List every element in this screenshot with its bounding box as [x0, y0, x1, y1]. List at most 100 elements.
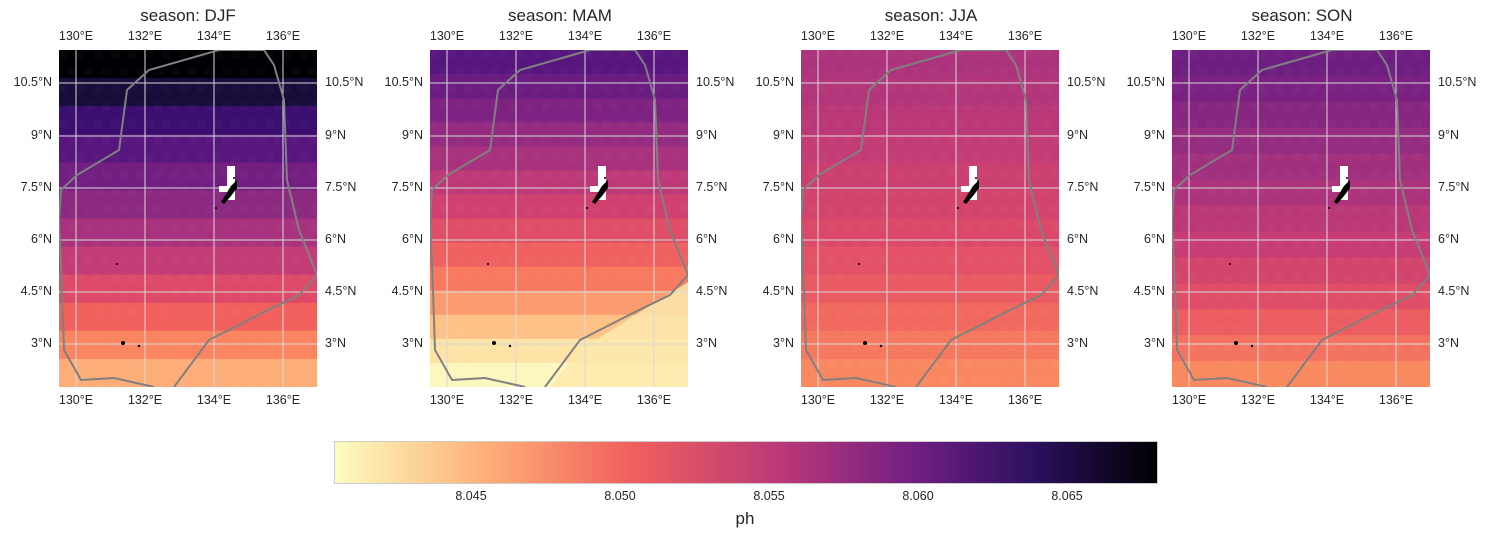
grid-cell	[1327, 274, 1336, 283]
grid-cell	[102, 136, 111, 145]
grid-cell	[1189, 119, 1198, 128]
grid-cell	[154, 136, 163, 145]
grid-cell	[602, 50, 611, 59]
grid-cell	[1224, 84, 1233, 93]
grid-cell	[1181, 136, 1190, 145]
grid-cell	[930, 170, 939, 179]
grid-cell	[827, 205, 836, 214]
grid-cell	[671, 153, 680, 162]
grid-cell	[102, 325, 111, 334]
grid-cell	[636, 84, 645, 93]
grid-cell	[853, 274, 862, 283]
lat-tick-right: 3°N	[696, 336, 717, 350]
grid-cell	[1335, 256, 1344, 265]
grid-cell	[291, 102, 300, 111]
grid-cell	[1284, 222, 1293, 231]
grid-cell	[1378, 188, 1387, 197]
lat-tick-left: 3°N	[1144, 336, 1165, 350]
grid-cell	[291, 256, 300, 265]
lon-tick-top: 130°E	[800, 29, 836, 43]
grid-cell	[1016, 136, 1025, 145]
grid-cell	[1042, 50, 1051, 59]
color-band	[59, 218, 317, 248]
grid-cell	[214, 274, 223, 283]
grid-cell	[982, 360, 991, 369]
grid-cell	[835, 50, 844, 59]
grid-cell	[1042, 119, 1051, 128]
grid-cell	[291, 325, 300, 334]
grid-cell	[559, 325, 568, 334]
grid-cell	[1344, 377, 1353, 386]
lon-tick-top: 136°E	[636, 29, 672, 43]
grid-cell	[240, 102, 249, 111]
grid-cell	[222, 256, 231, 265]
grid-cell	[119, 360, 128, 369]
grid-cell	[240, 170, 249, 179]
grid-cell	[636, 119, 645, 128]
grid-cell	[990, 50, 999, 59]
grid-cell	[930, 222, 939, 231]
grid-cell	[1413, 188, 1422, 197]
grid-cell	[1318, 67, 1327, 76]
grid-cell	[1232, 256, 1241, 265]
grid-cell	[636, 153, 645, 162]
grid-cell	[1181, 222, 1190, 231]
grid-cell	[542, 222, 551, 231]
grid-cell	[197, 274, 206, 283]
grid-cell	[576, 222, 585, 231]
grid-cell	[464, 274, 473, 283]
grid-cell	[1267, 222, 1276, 231]
grid-cell	[274, 360, 283, 369]
grid-cell	[93, 274, 102, 283]
grid-cell	[231, 308, 240, 317]
grid-cell	[654, 274, 663, 283]
grid-cell	[619, 50, 628, 59]
lon-tick-bottom: 134°E	[938, 393, 974, 407]
lon-tick-bottom: 132°E	[127, 393, 163, 407]
grid-cell	[827, 67, 836, 76]
grid-cell	[973, 274, 982, 283]
grid-cell	[904, 274, 913, 283]
grid-cell	[265, 84, 274, 93]
grid-cell	[576, 205, 585, 214]
grid-cell	[611, 102, 620, 111]
grid-cell	[947, 222, 956, 231]
grid-cell	[119, 222, 128, 231]
grid-cell	[1421, 325, 1430, 334]
grid-cell	[585, 84, 594, 93]
grid-cell	[1370, 205, 1379, 214]
grid-cell	[1215, 67, 1224, 76]
grid-cell	[1344, 274, 1353, 283]
lat-tick-left: 9°N	[1144, 128, 1165, 142]
grid-cell	[1353, 205, 1362, 214]
grid-cell	[507, 205, 516, 214]
grid-cell	[1007, 119, 1016, 128]
grid-cell	[1310, 188, 1319, 197]
grid-cell	[827, 170, 836, 179]
small-island	[1234, 341, 1238, 345]
grid-cell	[913, 102, 922, 111]
grid-cell	[1258, 377, 1267, 386]
grid-cell	[930, 136, 939, 145]
grid-cell	[1016, 102, 1025, 111]
grid-cell	[1318, 360, 1327, 369]
grid-cell	[1224, 308, 1233, 317]
grid-cell	[1378, 153, 1387, 162]
grid-cell	[179, 119, 188, 128]
grid-cell	[265, 153, 274, 162]
grid-cell	[1335, 222, 1344, 231]
grid-cell	[136, 325, 145, 334]
grid-cell	[154, 102, 163, 111]
grid-cell	[542, 170, 551, 179]
grid-cell	[1033, 102, 1042, 111]
grid-cell	[990, 188, 999, 197]
lon-tick-top: 130°E	[58, 29, 94, 43]
lat-tick-left: 3°N	[31, 336, 52, 350]
grid-cell	[482, 274, 491, 283]
grid-cell	[887, 188, 896, 197]
grid-cell	[240, 360, 249, 369]
grid-cell	[128, 188, 137, 197]
grid-cell	[430, 50, 439, 59]
grid-cell	[188, 170, 197, 179]
grid-cell	[844, 136, 853, 145]
